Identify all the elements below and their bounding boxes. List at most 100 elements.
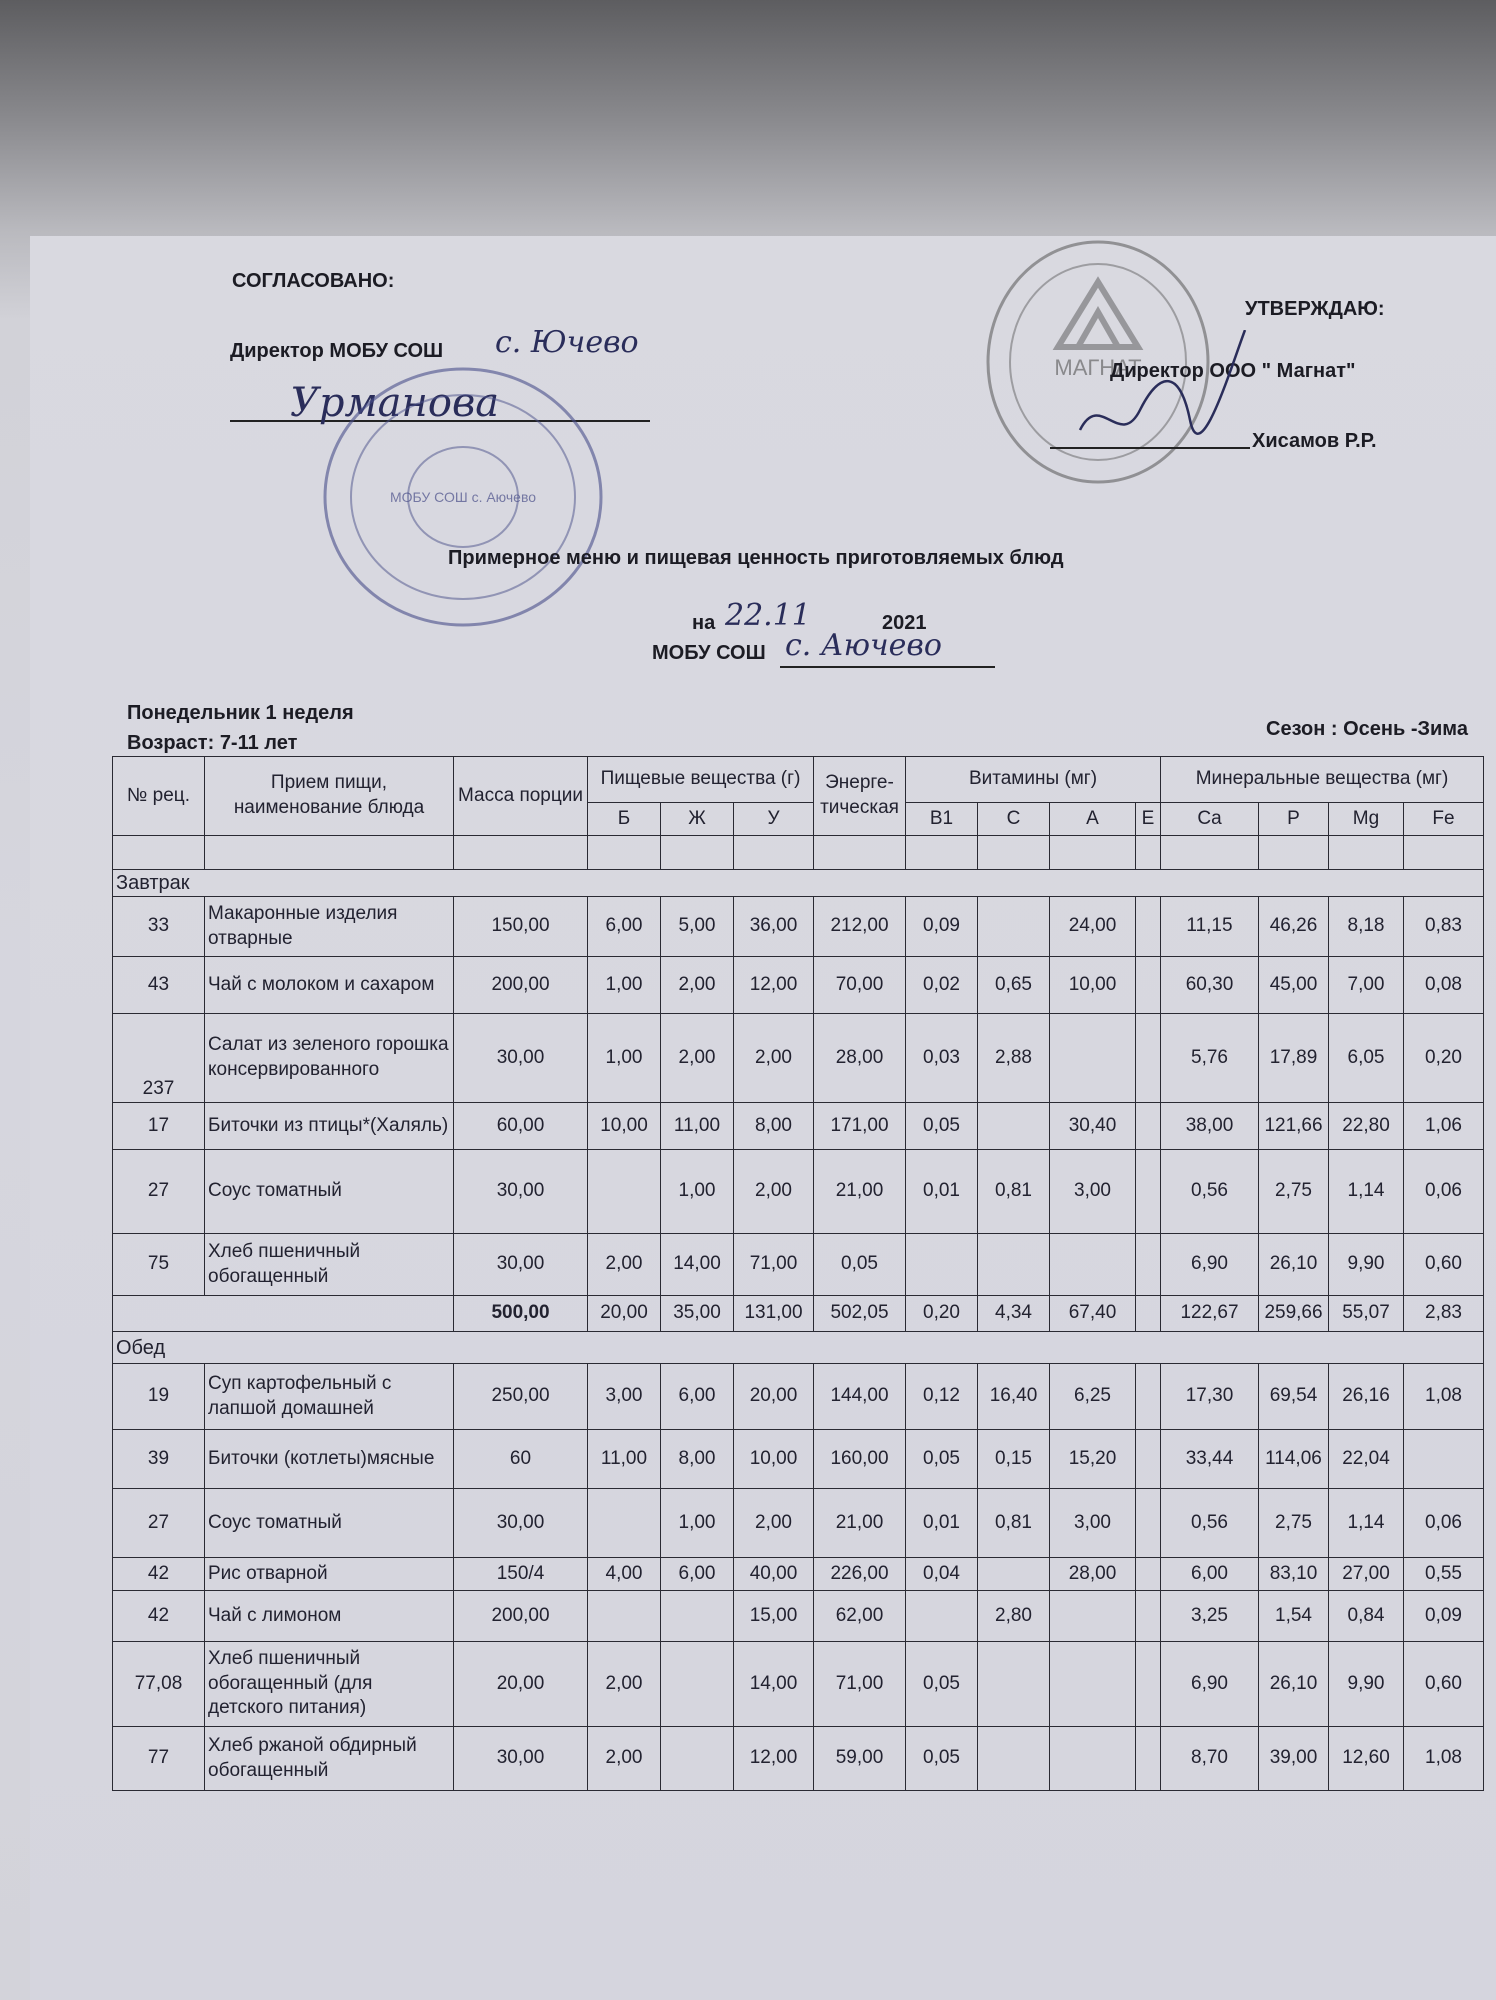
vit-a-cell: 10,00 (1049, 956, 1136, 1014)
table-row: 17 Биточки из птицы*(Халяль) 60,00 10,00 11,… (112, 1102, 1484, 1150)
carbs-cell: 40,00 (733, 1557, 814, 1591)
recipe-num-cell: 77 (112, 1726, 205, 1791)
agreed-label: СОГЛАСОВАНО: (232, 270, 395, 292)
dish-name-cell: Хлеб пшеничный обогащенный (для детского… (204, 1641, 454, 1727)
fat-cell: 1,00 (660, 1488, 734, 1558)
section-row: Обед (112, 1331, 1484, 1364)
mg-cell: 8,18 (1328, 896, 1404, 957)
energy-cell: 212,00 (813, 896, 906, 957)
carbs-cell: 20,00 (733, 1363, 814, 1430)
vit-a-cell: 28,00 (1049, 1557, 1136, 1591)
vit-a-cell (1049, 1013, 1136, 1103)
season-label: Сезон : Осень -Зима (1266, 718, 1468, 740)
mass-cell: 200,00 (453, 1590, 588, 1642)
ca-cell: 0,56 (1160, 1488, 1259, 1558)
document-title: Примерное меню и пищевая ценность пригот… (448, 547, 1064, 569)
protein-cell: 10,00 (587, 1102, 661, 1150)
mass-cell: 30,00 (453, 1726, 588, 1791)
ca-cell: 5,76 (1160, 1013, 1259, 1103)
vit-c-cell: 0,65 (977, 956, 1050, 1014)
empty-cell (453, 835, 588, 870)
col-ca-header: Ca (1160, 802, 1259, 836)
table-row: 237 Салат из зеленого горошка консервиров… (112, 1013, 1484, 1103)
p-cell: 1,54 (1258, 1590, 1329, 1642)
vit-b1-cell (905, 1590, 978, 1642)
vit-a-cell: 24,00 (1049, 896, 1136, 957)
protein-cell: 1,00 (587, 956, 661, 1014)
protein-cell (587, 1149, 661, 1234)
vit-c-cell: 16,40 (977, 1363, 1050, 1430)
energy-cell: 59,00 (813, 1726, 906, 1791)
recipe-num-cell: 33 (112, 896, 205, 957)
ca-cell: 60,30 (1160, 956, 1259, 1014)
dish-name-cell: Макаронные изделия отварные (204, 896, 454, 957)
vit-e-cell (1135, 956, 1161, 1014)
vit-e-cell (1135, 1726, 1161, 1791)
col-u-header: У (733, 802, 814, 836)
dish-name-cell: Суп картофельный с лапшой домашней (204, 1363, 454, 1430)
carbs-cell: 10,00 (733, 1429, 814, 1489)
fat-cell: 5,00 (660, 896, 734, 957)
table-row: 27 Соус томатный 30,00 1,00 2,00 21,00 0,01 0,8… (112, 1488, 1484, 1558)
energy-cell: 71,00 (813, 1641, 906, 1727)
mg-cell: 27,00 (1328, 1557, 1404, 1591)
p-cell: 17,89 (1258, 1013, 1329, 1103)
ca-cell: 38,00 (1160, 1102, 1259, 1150)
p-cell: 26,10 (1258, 1641, 1329, 1727)
agreed-place-handwritten: с. Ючево (495, 325, 639, 360)
table-row: 43 Чай с молоком и сахаром 200,00 1,00 2,00 1… (112, 956, 1484, 1014)
energy-cell: 144,00 (813, 1363, 906, 1430)
carbs-total-cell: 131,00 (733, 1295, 814, 1332)
dish-name-cell: Хлеб ржаной обдирный обогащенный (204, 1726, 454, 1791)
vit-c-cell (977, 1726, 1050, 1791)
p-cell: 45,00 (1258, 956, 1329, 1014)
empty-cell (660, 835, 734, 870)
empty-cell (813, 835, 906, 870)
vit-e-cell (1135, 1013, 1161, 1103)
fat-cell (660, 1590, 734, 1642)
mg-cell: 9,90 (1328, 1641, 1404, 1727)
col-name-header: Прием пищи, наименование блюда (204, 756, 454, 836)
empty-cell (587, 835, 661, 870)
ca-cell: 0,56 (1160, 1149, 1259, 1234)
total-label-cell (112, 1295, 454, 1332)
protein-cell: 4,00 (587, 1557, 661, 1591)
vit-c-cell (977, 1557, 1050, 1591)
vit-a-cell (1049, 1233, 1136, 1296)
empty-cell (1328, 835, 1404, 870)
vit-b1-cell: 0,02 (905, 956, 978, 1014)
recipe-num-cell: 237 (112, 1013, 205, 1103)
vit-c-total-cell: 4,34 (977, 1295, 1050, 1332)
dish-name-cell: Биточки из птицы*(Халяль) (204, 1102, 454, 1150)
mg-cell: 22,04 (1328, 1429, 1404, 1489)
col-mg-header: Mg (1328, 802, 1404, 836)
ca-total-cell: 122,67 (1160, 1295, 1259, 1332)
col-fe-header: Fe (1403, 802, 1484, 836)
vit-c-cell (977, 1233, 1050, 1296)
energy-cell: 171,00 (813, 1102, 906, 1150)
recipe-num-cell: 39 (112, 1429, 205, 1489)
date-prefix: на (692, 612, 716, 634)
energy-total-cell: 502,05 (813, 1295, 906, 1332)
mg-cell: 7,00 (1328, 956, 1404, 1014)
approve-by: Директор ООО " Магнат" (1110, 360, 1356, 382)
approve-signature-line (1050, 447, 1250, 449)
fe-cell: 0,60 (1403, 1641, 1484, 1727)
col-energy-header: Энерге-тическая (813, 756, 906, 836)
agreed-signature: Урманова (290, 380, 500, 426)
carbs-cell: 36,00 (733, 896, 814, 957)
table-row: 75 Хлеб пшеничный обогащенный 30,00 2,00 14,… (112, 1233, 1484, 1296)
vit-e-cell (1135, 896, 1161, 957)
vit-e-cell (1135, 1590, 1161, 1642)
mass-cell: 30,00 (453, 1149, 588, 1234)
fat-cell: 1,00 (660, 1149, 734, 1234)
recipe-num-cell: 17 (112, 1102, 205, 1150)
carbs-cell: 2,00 (733, 1488, 814, 1558)
vit-c-cell (977, 1102, 1050, 1150)
protein-total-cell: 20,00 (587, 1295, 661, 1332)
fat-cell: 6,00 (660, 1557, 734, 1591)
ca-cell: 3,25 (1160, 1590, 1259, 1642)
vit-c-cell: 0,15 (977, 1429, 1050, 1489)
vit-b1-cell: 0,05 (905, 1429, 978, 1489)
school-stamp-text: МОБУ СОШ с. Аючево (390, 489, 536, 505)
